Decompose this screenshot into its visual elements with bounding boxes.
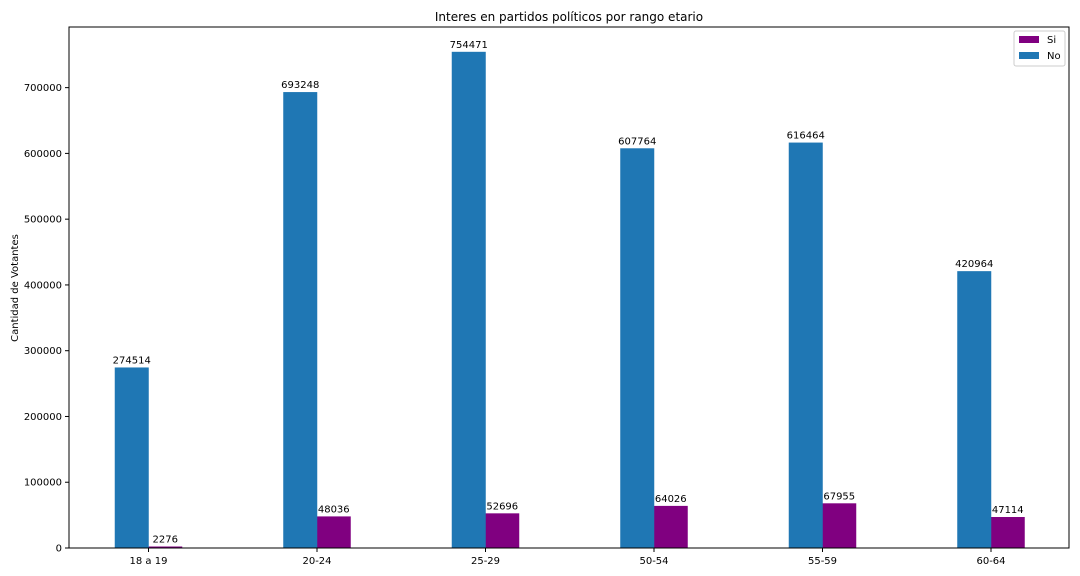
plot-frame — [68, 26, 1070, 549]
legend-label-si: Si — [1047, 35, 1056, 46]
data-label-no-4: 616464 — [787, 131, 825, 142]
legend-swatch-si — [1019, 36, 1039, 43]
data-label-no-1: 693248 — [281, 80, 319, 91]
data-label-si-0: 2276 — [153, 535, 178, 546]
bar-si-4 — [822, 503, 857, 548]
data-label-si-1: 48036 — [318, 504, 350, 515]
x-tick-label: 18 a 19 — [130, 556, 168, 567]
x-axis: 18 a 19 20-24 25-29 50-54 55-59 60-64 — [130, 548, 1006, 567]
x-tick-label: 60-64 — [976, 556, 1005, 567]
bar-si-0 — [148, 546, 183, 548]
data-label-si-2: 52696 — [486, 501, 518, 512]
bar-no-5 — [957, 271, 992, 548]
y-tick-label: 700000 — [24, 83, 62, 94]
y-tick-label: 200000 — [24, 412, 62, 423]
legend: Si No — [1013, 30, 1066, 67]
y-tick-label: 500000 — [24, 215, 62, 226]
bar-si-1 — [316, 516, 351, 548]
data-label-si-3: 64026 — [655, 494, 687, 505]
bar-no-0 — [114, 367, 149, 548]
x-tick-label: 55-59 — [808, 556, 837, 567]
x-tick-label: 50-54 — [639, 556, 668, 567]
data-label-si-4: 67955 — [823, 491, 855, 502]
bar-si-5 — [990, 517, 1025, 548]
data-label-no-5: 420964 — [955, 259, 993, 270]
y-tick-label: 600000 — [24, 149, 62, 160]
y-tick-label: 100000 — [24, 478, 62, 489]
bar-no-2 — [451, 51, 486, 549]
bar-no-3 — [620, 148, 655, 549]
bar-no-1 — [283, 92, 318, 548]
y-tick-label: 300000 — [24, 346, 62, 357]
data-label-no-2: 754471 — [450, 40, 488, 51]
legend-label-no: No — [1047, 51, 1061, 62]
chart-title: Interes en partidos políticos por rango … — [435, 10, 703, 24]
bar-no-4 — [788, 142, 823, 548]
y-tick-label: 0 — [56, 544, 62, 555]
data-label-si-5: 47114 — [992, 505, 1024, 516]
x-tick-label: 20-24 — [302, 556, 331, 567]
y-axis: 0 100000 200000 300000 400000 500000 600000 700… — [24, 83, 69, 555]
data-label-no-3: 607764 — [618, 136, 656, 147]
x-tick-label: 25-29 — [471, 556, 500, 567]
data-label-no-0: 274514 — [113, 355, 151, 366]
bar-si-2 — [485, 513, 520, 548]
bar-si-3 — [653, 505, 688, 548]
y-tick-label: 400000 — [24, 280, 62, 291]
y-axis-label: Cantidad de Votantes — [10, 234, 21, 342]
plot-area: 2276 274514 48036 693248 52696 754471 64026 607… — [68, 26, 1070, 549]
data-labels-group: 2276 274514 48036 693248 52696 754471 64026 607… — [113, 40, 1024, 546]
bars-group — [114, 51, 1025, 549]
legend-swatch-no — [1019, 52, 1039, 59]
